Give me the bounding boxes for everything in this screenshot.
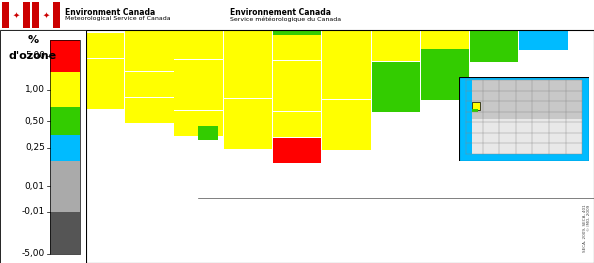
Bar [323, 23, 371, 48]
Bar [421, 49, 469, 75]
Bar [76, 59, 124, 84]
Text: %: % [27, 35, 38, 45]
Bar [175, 0, 223, 8]
Bar [2, 2, 9, 28]
Bar [76, 33, 124, 58]
Bar [50, 72, 80, 107]
Bar [372, 36, 420, 61]
Bar [323, 48, 371, 74]
Bar [273, 112, 321, 137]
Bar [125, 0, 173, 20]
Bar [459, 154, 589, 161]
Text: SECA, 2009, SECA, 401
© IMO, 2009: SECA, 2009, SECA, 401 © IMO, 2009 [583, 204, 592, 252]
Text: -0,01: -0,01 [21, 207, 45, 216]
Text: 0,01: 0,01 [25, 182, 45, 191]
Bar [9, 2, 23, 28]
Bar [50, 212, 80, 254]
Bar [125, 46, 173, 72]
Bar [372, 87, 420, 113]
Bar [175, 111, 223, 136]
Bar [224, 22, 272, 47]
Bar [32, 2, 39, 28]
Bar [125, 21, 173, 46]
Bar [224, 99, 272, 124]
Bar [125, 72, 173, 97]
Polygon shape [466, 119, 583, 154]
Bar [273, 35, 321, 60]
Bar [175, 34, 223, 59]
Text: Environnement Canada: Environnement Canada [230, 8, 331, 17]
Text: 1,00: 1,00 [25, 85, 45, 94]
Bar [323, 100, 371, 125]
Bar [175, 8, 223, 34]
Bar [519, 0, 568, 24]
Text: Environment Canada: Environment Canada [65, 8, 155, 17]
Polygon shape [466, 80, 583, 119]
Bar [470, 37, 519, 62]
Text: ✦: ✦ [12, 11, 20, 20]
Bar [198, 126, 218, 140]
Bar [466, 80, 583, 154]
Bar [323, 0, 371, 22]
Bar [459, 77, 472, 161]
Bar [224, 73, 272, 98]
Bar [472, 102, 480, 110]
Bar [50, 135, 80, 161]
Bar [421, 75, 469, 100]
Text: 0,25: 0,25 [25, 143, 45, 152]
Bar [50, 107, 80, 135]
Bar [50, 39, 80, 254]
Bar [472, 109, 478, 112]
Bar [372, 62, 420, 87]
Bar [175, 85, 223, 110]
Text: -5,00: -5,00 [21, 249, 45, 258]
Bar [519, 25, 568, 50]
Text: 5,00: 5,00 [25, 51, 45, 60]
Bar [224, 124, 272, 149]
Bar [273, 9, 321, 35]
Bar [470, 0, 519, 11]
Bar [323, 125, 371, 150]
Bar [372, 0, 420, 10]
Text: 0,50: 0,50 [25, 117, 45, 125]
Bar [50, 161, 80, 212]
Bar [323, 74, 371, 99]
Text: Meteorological Service of Canada: Meteorological Service of Canada [65, 16, 170, 21]
Bar [76, 84, 124, 109]
Bar [273, 86, 321, 112]
Bar [175, 60, 223, 85]
Text: d'ozone: d'ozone [9, 51, 57, 61]
Text: Service météorologique du Canada: Service météorologique du Canada [230, 16, 341, 22]
Text: ✦: ✦ [43, 11, 49, 20]
Bar [372, 11, 420, 36]
Bar [53, 2, 60, 28]
Bar [224, 47, 272, 73]
Bar [273, 61, 321, 86]
Bar [470, 12, 519, 37]
Bar [23, 2, 30, 28]
Bar [39, 2, 53, 28]
Bar [50, 39, 80, 72]
Bar [273, 138, 321, 163]
Bar [125, 98, 173, 123]
Bar [224, 0, 272, 21]
Bar [421, 24, 469, 49]
Bar [421, 0, 469, 23]
Bar [273, 0, 321, 9]
